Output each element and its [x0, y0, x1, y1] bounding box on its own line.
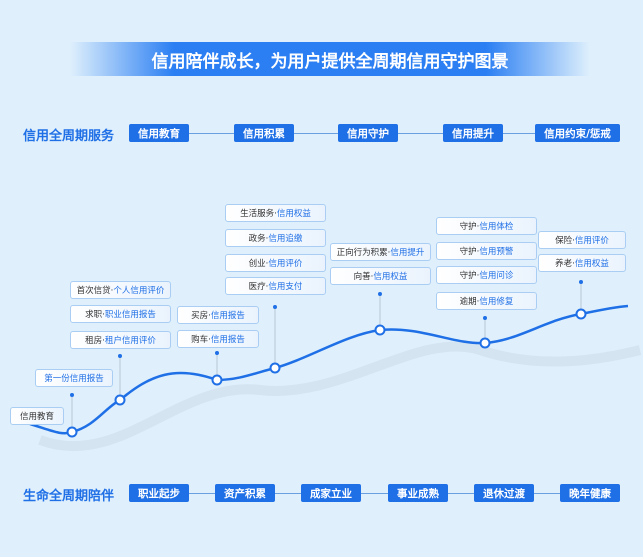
box-highlight: 信用报告 — [210, 335, 245, 345]
box-prefix: 正向行为积累· — [336, 248, 391, 258]
node-dot — [118, 354, 122, 358]
box-highlight: 信用修复 — [479, 297, 514, 307]
node-dot — [215, 351, 219, 355]
top-row-label: 信用全周期服务 — [23, 129, 115, 144]
credit-service-box: 生活服务· 信用权益 — [225, 204, 326, 222]
bottom-row-label: 生命全周期陪伴 — [23, 489, 115, 504]
curve-node — [114, 394, 126, 406]
box-prefix: 守护· — [459, 247, 480, 257]
node-dot — [70, 393, 74, 397]
credit-service-box: 创业· 信用评价 — [225, 254, 326, 272]
box-prefix: 向善· — [353, 272, 374, 282]
curve-node — [479, 337, 491, 349]
box-prefix: 购车· — [191, 335, 211, 345]
service-button[interactable]: 信用约束/惩戒 — [535, 124, 620, 142]
credit-service-box: 逾期· 信用修复 — [436, 292, 537, 310]
box-highlight: 信用教育 — [19, 412, 54, 422]
box-highlight: 信用问诊 — [479, 271, 514, 281]
curve-node — [575, 308, 587, 320]
node-dot — [579, 280, 583, 284]
credit-service-box: 养老· 信用权益 — [538, 254, 626, 272]
credit-service-box: 信用教育 — [10, 407, 64, 425]
life-stage-button[interactable]: 成家立业 — [301, 484, 361, 502]
curve-node — [66, 426, 78, 438]
node-dot — [378, 292, 382, 296]
box-prefix: 生活服务· — [240, 209, 277, 219]
box-prefix: 守护· — [459, 222, 480, 232]
box-prefix: 守护· — [459, 271, 480, 281]
life-stage-button[interactable]: 资产积累 — [215, 484, 275, 502]
box-prefix: 求职· — [85, 310, 105, 320]
node-dot — [273, 305, 277, 309]
credit-service-box: 守护· 信用体检 — [436, 217, 537, 235]
credit-service-box: 正向行为积累· 信用提升 — [330, 243, 431, 261]
box-highlight: 信用追缴 — [268, 234, 303, 244]
credit-service-box: 租房· 租户信用评价 — [70, 331, 171, 349]
box-prefix: 逾期· — [459, 297, 480, 307]
box-prefix: 保险· — [555, 236, 575, 246]
life-stage-button[interactable]: 事业成熟 — [388, 484, 448, 502]
box-highlight: 信用报告 — [210, 311, 245, 321]
box-prefix: 政务· — [248, 234, 269, 244]
credit-service-box: 保险· 信用评价 — [538, 231, 626, 249]
credit-service-box: 守护· 信用问诊 — [436, 266, 537, 284]
box-highlight: 租户信用评价 — [104, 336, 156, 346]
curve-node — [269, 362, 281, 374]
credit-service-box: 首次信贷· 个人信用评价 — [70, 281, 171, 299]
box-highlight: 信用支付 — [268, 282, 303, 292]
credit-service-box: 第一份信用报告 — [35, 369, 113, 387]
box-highlight: 信用权益 — [276, 209, 311, 219]
box-highlight: 第一份信用报告 — [44, 374, 104, 384]
box-highlight: 信用权益 — [373, 272, 408, 282]
box-highlight: 职业信用报告 — [104, 310, 156, 320]
curve-node — [211, 374, 223, 386]
credit-service-box: 求职· 职业信用报告 — [70, 305, 171, 323]
curve-node — [374, 324, 386, 336]
curve-line — [29, 304, 629, 435]
top-connector — [189, 133, 620, 134]
credit-service-box: 购车· 信用报告 — [177, 330, 259, 348]
credit-service-box: 医疗· 信用支付 — [225, 277, 326, 295]
node-dot — [483, 316, 487, 320]
box-prefix: 医疗· — [248, 282, 269, 292]
credit-service-box: 守护· 信用预警 — [436, 242, 537, 260]
life-stage-button[interactable]: 职业起步 — [129, 484, 189, 502]
service-button[interactable]: 信用守护 — [338, 124, 398, 142]
box-highlight: 信用权益 — [574, 259, 609, 269]
service-button[interactable]: 信用积累 — [234, 124, 294, 142]
box-highlight: 信用评价 — [574, 236, 609, 246]
box-prefix: 养老· — [555, 259, 575, 269]
box-prefix: 首次信贷· — [76, 286, 114, 296]
credit-service-box: 政务· 信用追缴 — [225, 229, 326, 247]
curve-shadow — [38, 341, 642, 451]
box-highlight: 信用提升 — [390, 248, 425, 258]
credit-service-box: 向善· 信用权益 — [330, 267, 431, 285]
box-highlight: 信用评价 — [268, 259, 303, 269]
box-highlight: 个人信用评价 — [113, 286, 165, 296]
service-button[interactable]: 信用教育 — [129, 124, 189, 142]
box-highlight: 信用体检 — [479, 222, 514, 232]
service-button[interactable]: 信用提升 — [443, 124, 503, 142]
box-prefix: 租房· — [85, 336, 105, 346]
life-stage-button[interactable]: 退休过渡 — [474, 484, 534, 502]
page-title: 信用陪伴成长，为用户提供全周期信用守护图景 — [70, 42, 590, 76]
box-prefix: 创业· — [248, 259, 269, 269]
life-stage-button[interactable]: 晚年健康 — [560, 484, 620, 502]
credit-service-box: 买房· 信用报告 — [177, 306, 259, 324]
box-highlight: 信用预警 — [479, 247, 514, 257]
box-prefix: 买房· — [191, 311, 211, 321]
